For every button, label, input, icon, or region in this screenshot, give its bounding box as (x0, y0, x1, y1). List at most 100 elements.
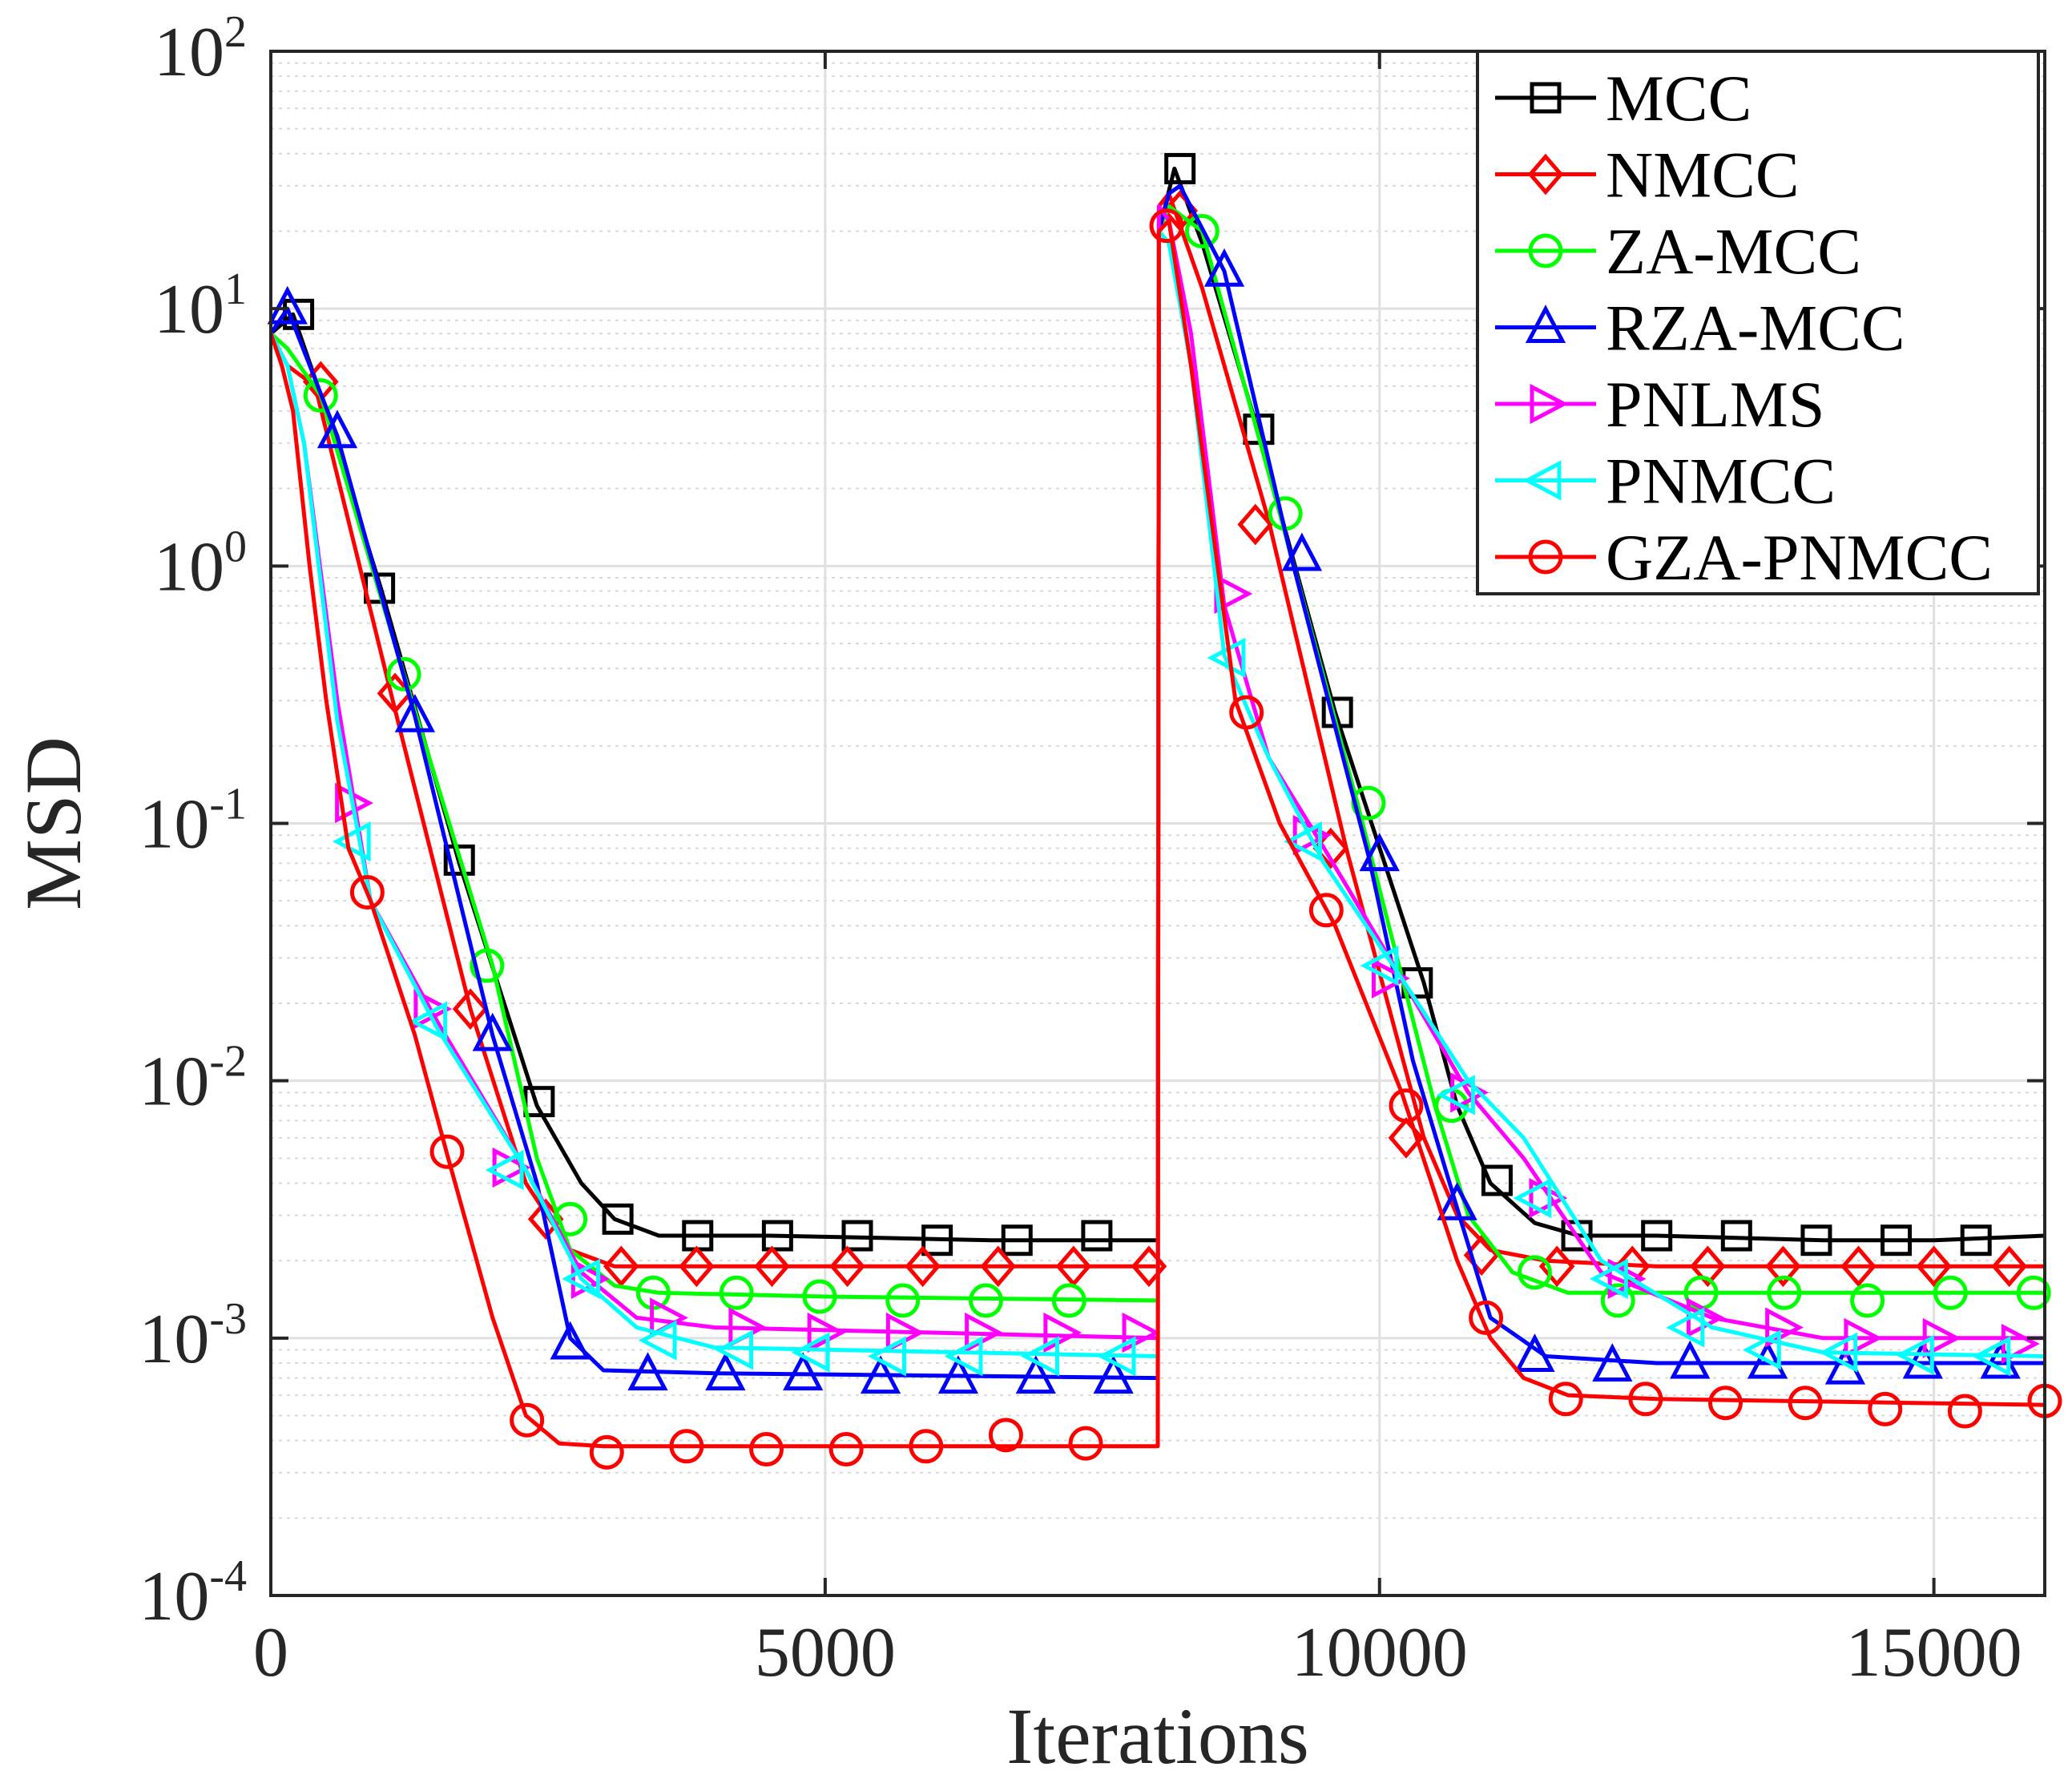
data-point (1517, 1255, 1552, 1290)
data-point (1819, 1332, 1858, 1373)
data-point (429, 1134, 465, 1169)
data-point (443, 844, 475, 876)
data-point (1359, 833, 1400, 872)
data-point (1360, 945, 1399, 986)
data-point (1947, 1394, 1982, 1429)
data-point (807, 1312, 846, 1353)
data-point (589, 1434, 624, 1470)
legend-label: PNLMS (1606, 368, 1824, 441)
y-tick-label: 101 (154, 264, 247, 349)
data-point (1093, 1355, 1134, 1394)
data-point (944, 1336, 983, 1377)
data-point (562, 1258, 601, 1299)
data-point (1068, 1426, 1103, 1461)
y-axis-label: MSD (9, 736, 98, 910)
data-point (1765, 1307, 1804, 1348)
tick-labels: 0 5000 10000 15000 102 101 100 10-1 10-2 10-3 10-4 (139, 7, 2022, 1692)
legend-item: GZA-PNMCC (1495, 521, 1993, 594)
legend-label: RZA-MCC (1606, 292, 1905, 365)
data-point (1389, 1088, 1424, 1123)
data-point (1469, 1300, 1504, 1335)
data-point (603, 1245, 639, 1288)
data-point (828, 1432, 864, 1467)
y-tick-label: 102 (154, 7, 247, 91)
series-line (268, 218, 2046, 1449)
data-point (1592, 1343, 1633, 1382)
data-point (669, 1429, 704, 1464)
data-point (1284, 821, 1322, 862)
data-point (868, 1336, 907, 1377)
data-point (1767, 1275, 1802, 1310)
data-point (1450, 1072, 1490, 1113)
data-point (988, 1418, 1023, 1453)
data-point (1001, 1224, 1033, 1257)
y-tick-label: 10-2 (139, 1037, 247, 1121)
data-point (705, 1352, 746, 1391)
legend-label: MCC (1606, 62, 1752, 135)
legend-item: MCC (1495, 62, 1752, 135)
data-point (472, 1012, 513, 1051)
data-point (719, 1275, 754, 1310)
data-point (394, 693, 436, 732)
legend-marker (1525, 305, 1566, 343)
data-point (267, 285, 308, 325)
data-point (1881, 1224, 1913, 1257)
legend-marker (1527, 153, 1564, 196)
legend-item: NMCC (1495, 139, 1800, 212)
data-point (1747, 1340, 1788, 1379)
legend-marker (1530, 82, 1562, 114)
data-point (485, 1149, 524, 1191)
data-point (791, 1332, 830, 1373)
data-point (980, 1245, 1017, 1288)
legend-marker (1528, 233, 1563, 268)
data-point (937, 1355, 979, 1394)
data-point (303, 377, 338, 413)
data-point (1850, 1283, 1885, 1318)
legend-item: RZA-MCC (1495, 292, 1905, 365)
data-point (829, 1245, 865, 1288)
data-point (1514, 1333, 1555, 1373)
legend-marker (1522, 460, 1562, 501)
data-point (1021, 1336, 1059, 1377)
data-point (316, 409, 358, 449)
data-point (1437, 1075, 1475, 1115)
y-tick-label: 10-1 (139, 780, 247, 864)
series-line (268, 229, 2046, 1358)
data-point (1840, 1245, 1876, 1288)
data-point (1916, 1245, 1952, 1288)
legend-item: ZA-MCC (1495, 215, 1861, 288)
data-point (1529, 1177, 1568, 1219)
data-point (905, 1245, 941, 1288)
data-point (1513, 1177, 1552, 1219)
data-point (679, 1245, 715, 1288)
x-tick-label: 5000 (755, 1614, 896, 1692)
x-tick-label: 10000 (1292, 1614, 1468, 1692)
data-point (1666, 1307, 1705, 1348)
data-point (1844, 1317, 1883, 1358)
data-point (627, 1352, 668, 1391)
data-point (1292, 815, 1332, 856)
data-point (1237, 503, 1274, 546)
data-point (715, 1329, 754, 1370)
y-tick-label: 10-3 (139, 1294, 247, 1378)
data-point (1960, 1224, 1992, 1257)
data-point (1765, 1245, 1801, 1288)
data-point (969, 1283, 1004, 1318)
data-point (761, 1220, 793, 1252)
data-point (1371, 958, 1410, 998)
legend-label: NMCC (1606, 139, 1800, 212)
data-point (1922, 1317, 1961, 1358)
data-point (409, 1001, 448, 1042)
data-point (553, 1201, 588, 1236)
data-point (909, 1429, 944, 1464)
data-point (1081, 1220, 1113, 1252)
data-point (1628, 1382, 1663, 1417)
data-point (1707, 1386, 1743, 1421)
data-point (1481, 1164, 1513, 1196)
data-point (921, 1224, 953, 1257)
series-layer (267, 152, 2062, 1470)
legend-label: ZA-MCC (1606, 215, 1861, 288)
data-point (1788, 1386, 1823, 1421)
data-point (1895, 1334, 1934, 1376)
